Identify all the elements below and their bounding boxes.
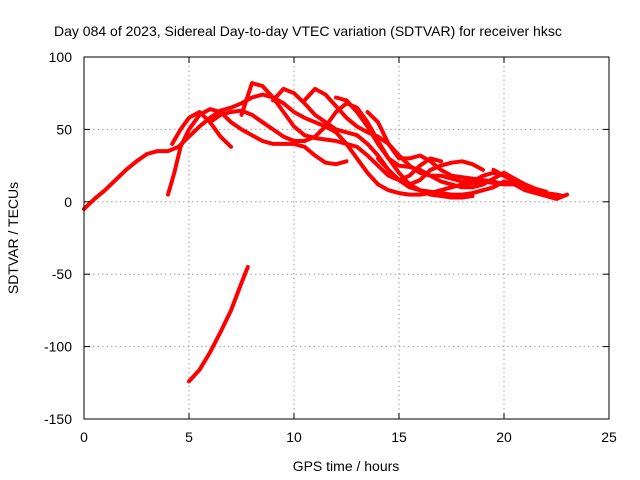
x-tick-label: 15 — [391, 429, 407, 445]
series-pass-10 — [365, 110, 569, 201]
plot-frame — [83, 56, 610, 420]
grid-layer — [84, 57, 609, 419]
y-axis-title: SDTVAR / TECUs — [5, 182, 21, 294]
y-tick-label: 50 — [56, 121, 72, 137]
series-pass-4 — [187, 265, 250, 384]
series-pass-7 — [271, 86, 485, 187]
series-pass-2 — [166, 107, 349, 197]
x-tick-label: 20 — [496, 429, 512, 445]
y-tick-label: -50 — [52, 266, 72, 282]
series-pass-11 — [376, 156, 527, 197]
series-pass-9 — [334, 95, 548, 194]
x-axis-title: GPS time / hours — [293, 458, 400, 474]
x-tick-label: 25 — [601, 429, 617, 445]
series-pass-12 — [491, 167, 565, 198]
series-pass-3 — [170, 110, 233, 149]
chart-title: Day 084 of 2023, Sidereal Day-to-day VTE… — [54, 23, 562, 39]
y-tick-label: 100 — [49, 49, 73, 65]
series-pass-5 — [208, 101, 475, 200]
y-tick-label: 0 — [64, 194, 72, 210]
y-tick-label: -150 — [44, 411, 72, 427]
series-layer — [82, 81, 569, 384]
x-tick-label: 5 — [185, 429, 193, 445]
tick-layer: 0 5 10 15 20 25 -150 -100 -50 0 50 100 — [44, 49, 617, 445]
x-tick-label: 10 — [286, 429, 302, 445]
x-tick-label: 0 — [80, 429, 88, 445]
y-tick-label: -100 — [44, 339, 72, 355]
